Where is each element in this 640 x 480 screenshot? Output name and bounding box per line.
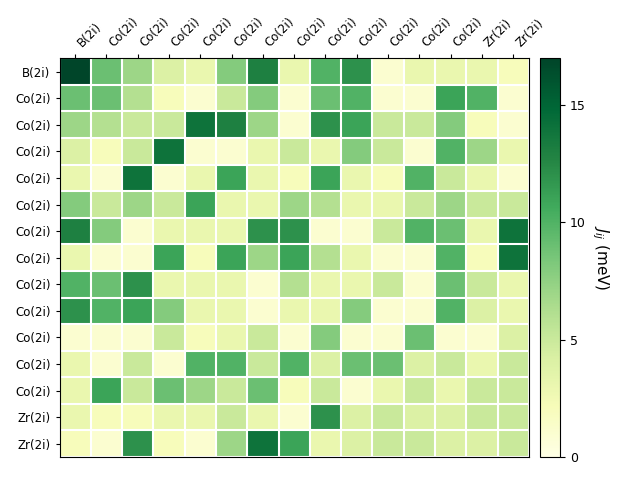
Y-axis label: $J_{ij}$ (meV): $J_{ij}$ (meV) bbox=[590, 225, 611, 290]
